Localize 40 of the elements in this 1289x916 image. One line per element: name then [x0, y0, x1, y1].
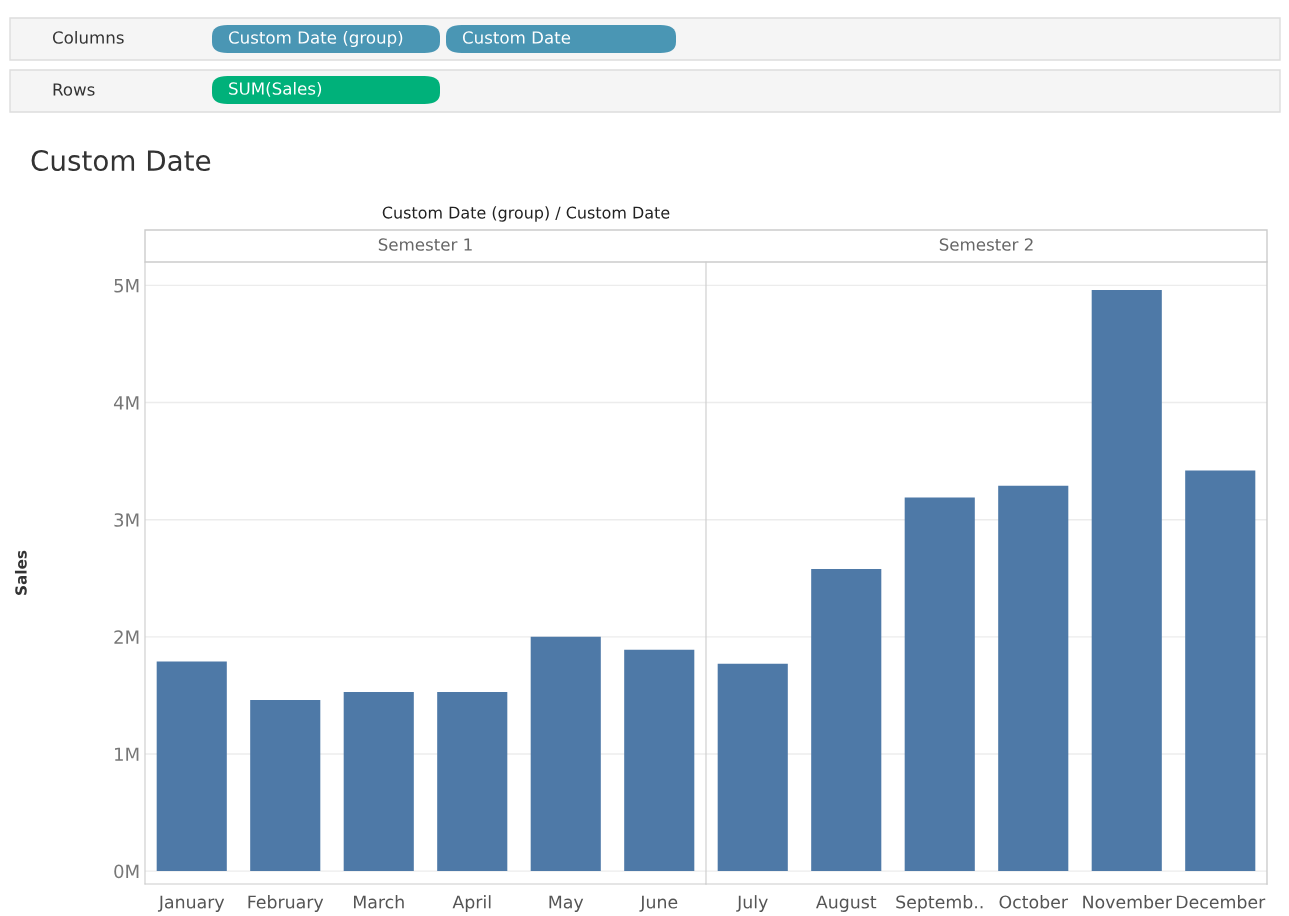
x-tick-label: July — [736, 895, 768, 912]
text: Rows — [53, 83, 95, 96]
y-tick-label: 0M — [114, 864, 139, 879]
bar — [343, 691, 414, 872]
text: Custom Date — [462, 31, 571, 44]
x-tick-label: November — [1083, 895, 1172, 909]
bar — [530, 636, 601, 872]
bar — [998, 485, 1069, 872]
chart-title: Semester 1 — [378, 238, 472, 251]
bar — [904, 497, 975, 872]
x-tick-label: May — [549, 895, 584, 912]
x-tick-label: October — [999, 895, 1068, 909]
bar — [811, 568, 882, 872]
y-tick-label: 4M — [113, 396, 139, 410]
x-tick-label: February — [248, 895, 324, 912]
bar — [1091, 290, 1162, 872]
text: Custom Date (group) — [228, 30, 403, 48]
text: Custom Date (group) / Custom Date — [382, 206, 670, 222]
x-tick-label: Septemb.. — [896, 895, 983, 912]
bar — [156, 661, 227, 872]
x-tick-label: August — [816, 895, 877, 912]
bar — [717, 663, 788, 872]
x-tick-label: January — [157, 895, 225, 912]
y-tick-label: 2M — [114, 630, 139, 644]
bar — [624, 649, 695, 872]
y-axis-title: Sales — [14, 550, 27, 595]
y-tick-label: 3M — [114, 513, 139, 527]
bar — [1185, 470, 1256, 872]
chart-title: Semester 2 — [939, 238, 1033, 251]
text: SUM(Sales) — [229, 81, 322, 97]
text: Custom Date — [31, 150, 211, 172]
bar — [250, 700, 321, 872]
x-tick-label: June — [639, 895, 678, 912]
y-tick-label: 1M — [115, 747, 139, 761]
text: Columns — [52, 30, 124, 44]
x-tick-label: April — [452, 895, 491, 912]
x-tick-label: December — [1176, 895, 1266, 909]
bar — [437, 691, 508, 872]
y-tick-label: 5M — [114, 279, 139, 293]
x-tick-label: March — [354, 895, 404, 909]
